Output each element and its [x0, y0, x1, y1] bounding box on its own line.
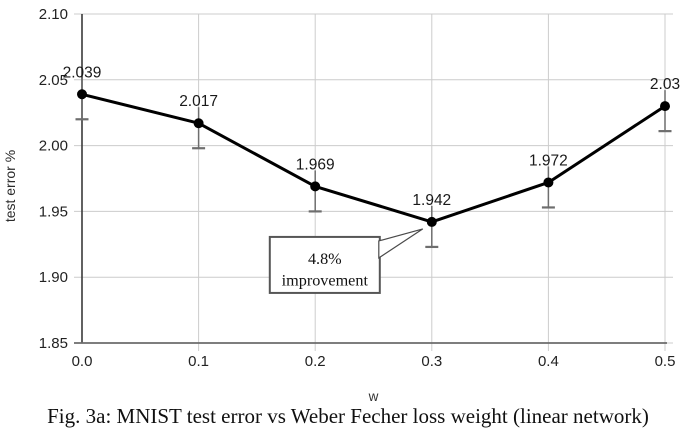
data-point: [543, 177, 554, 188]
x-tick-label: 0.1: [188, 353, 209, 370]
x-tick-label: 0.3: [421, 353, 442, 370]
figure-caption: Fig. 3a: MNIST test error vs Weber Feche…: [47, 404, 649, 428]
data-point: [193, 118, 204, 129]
y-tick-label: 2.05: [39, 72, 68, 89]
y-tick-label: 2.10: [39, 6, 68, 23]
data-point: [660, 101, 670, 112]
data-point-label: 1.942: [412, 192, 451, 209]
x-tick-label: 0.0: [72, 353, 93, 370]
data-point: [426, 216, 437, 227]
y-tick-label: 1.90: [39, 269, 68, 286]
y-tick-label: 1.95: [39, 203, 68, 220]
data-point-label: 1.969: [296, 156, 335, 173]
x-tick-label: 0.2: [305, 353, 326, 370]
data-point-label: 2.017: [179, 93, 218, 110]
annotation-box: [268, 235, 381, 294]
y-axis-title: test error %: [2, 149, 18, 223]
chart-canvas: 2.10 2.05 2.00 1.95 1.90 1.850.0 0.1 0.2 0.3 0.4 0…: [39, 6, 680, 370]
y-tick-label: 1.85: [39, 335, 68, 352]
x-tick-label: 0.4: [538, 353, 559, 370]
data-point: [310, 181, 321, 192]
data-point-label: 2.03: [650, 76, 680, 93]
data-point-label: 2.039: [63, 64, 102, 81]
series-line: [80, 92, 667, 224]
y-tick-label: 2.00: [39, 138, 68, 155]
annotation-pointer: [378, 228, 424, 260]
x-axis-title: w: [368, 389, 379, 404]
data-point-label: 1.972: [529, 152, 568, 169]
data-point: [77, 89, 87, 100]
annotation-text: 4.8%: [308, 250, 342, 268]
annotation-text: improvement: [282, 271, 369, 289]
x-tick-label: 0.5: [655, 353, 676, 370]
